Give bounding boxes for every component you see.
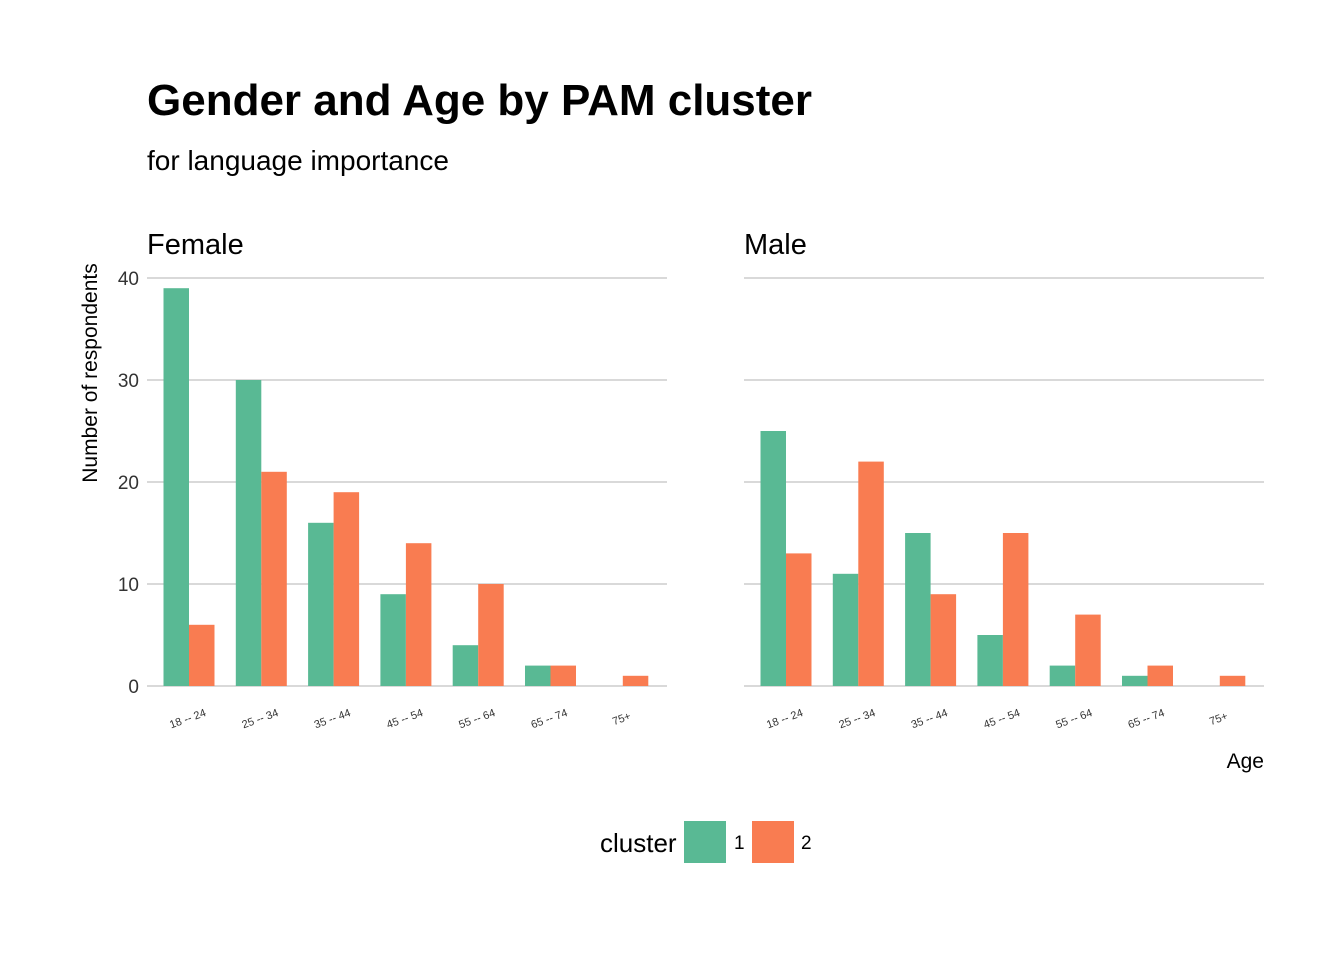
bar-female-cluster-1-0 xyxy=(163,288,189,686)
bar-male-cluster-1-4 xyxy=(1049,665,1076,686)
legend-swatch-cluster-1 xyxy=(684,821,726,863)
bar-female-cluster-1-5 xyxy=(525,665,551,686)
x-tick-label-female-5: 65 -- 74 xyxy=(530,707,570,731)
bar-male-cluster-2-5 xyxy=(1147,665,1173,686)
x-tick-label-female-1: 25 -- 34 xyxy=(240,707,280,731)
bar-male-cluster-2-0 xyxy=(786,553,812,686)
y-tick-label-30: 30 xyxy=(118,371,139,392)
x-tick-label-female-2: 35 -- 44 xyxy=(313,707,353,731)
x-tick-label-female-0: 18 -- 24 xyxy=(168,707,208,731)
x-tick-label-male-1: 25 -- 34 xyxy=(837,707,877,731)
x-tick-label-female-3: 45 -- 54 xyxy=(385,707,425,731)
bar-male-cluster-1-3 xyxy=(977,635,1003,686)
bar-male-cluster-2-6 xyxy=(1219,675,1246,686)
bar-female-cluster-2-3 xyxy=(405,543,432,686)
facet-title-male: Male xyxy=(744,229,807,261)
legend-title: cluster xyxy=(600,828,677,858)
y-tick-label-10: 10 xyxy=(118,575,139,596)
y-tick-label-0: 0 xyxy=(128,677,139,698)
x-tick-label-male-2: 35 -- 44 xyxy=(910,707,950,731)
y-tick-label-20: 20 xyxy=(118,473,139,494)
bar-female-cluster-2-1 xyxy=(261,471,287,686)
x-tick-label-male-6: 75+ xyxy=(1208,710,1230,728)
bar-female-cluster-1-4 xyxy=(452,645,479,686)
chart-subtitle: for language importance xyxy=(147,145,449,176)
bar-male-cluster-2-3 xyxy=(1002,533,1029,686)
bar-female-cluster-1-2 xyxy=(308,522,334,686)
x-tick-label-male-3: 45 -- 54 xyxy=(982,707,1022,731)
legend-label-cluster-1: 1 xyxy=(734,833,745,854)
x-axis-title: Age xyxy=(1227,750,1264,773)
bar-female-cluster-2-4 xyxy=(478,584,504,686)
bar-female-cluster-1-1 xyxy=(235,380,262,686)
x-tick-label-female-6: 75+ xyxy=(611,710,633,728)
x-tick-label-female-4: 55 -- 64 xyxy=(457,707,497,731)
bar-female-cluster-2-0 xyxy=(189,624,215,686)
facet-title-female: Female xyxy=(147,229,244,261)
bar-male-cluster-1-0 xyxy=(760,431,786,686)
y-axis-title: Number of respondents xyxy=(79,263,102,482)
bar-male-cluster-1-1 xyxy=(832,573,859,686)
bar-female-cluster-2-2 xyxy=(333,492,360,686)
bar-male-cluster-2-4 xyxy=(1075,614,1101,686)
bar-female-cluster-1-3 xyxy=(380,594,406,686)
bar-male-cluster-1-2 xyxy=(905,533,931,686)
chart-title: Gender and Age by PAM cluster xyxy=(147,76,812,125)
x-tick-label-male-0: 18 -- 24 xyxy=(765,707,805,731)
x-tick-label-male-5: 65 -- 74 xyxy=(1127,707,1167,731)
legend-label-cluster-2: 2 xyxy=(801,833,812,854)
bar-female-cluster-2-6 xyxy=(622,675,649,686)
x-tick-label-male-4: 55 -- 64 xyxy=(1054,707,1094,731)
legend-swatch-cluster-2 xyxy=(752,821,794,863)
plot-layer: 0 10 20 30 40 18 -- 24 25 -- 34 35 -- 44 45 -- 5… xyxy=(118,269,1264,731)
bar-male-cluster-2-1 xyxy=(858,461,884,686)
bar-female-cluster-2-5 xyxy=(550,665,576,686)
bar-male-cluster-2-2 xyxy=(930,594,957,686)
y-tick-label-40: 40 xyxy=(118,269,139,290)
bar-male-cluster-1-5 xyxy=(1122,675,1148,686)
